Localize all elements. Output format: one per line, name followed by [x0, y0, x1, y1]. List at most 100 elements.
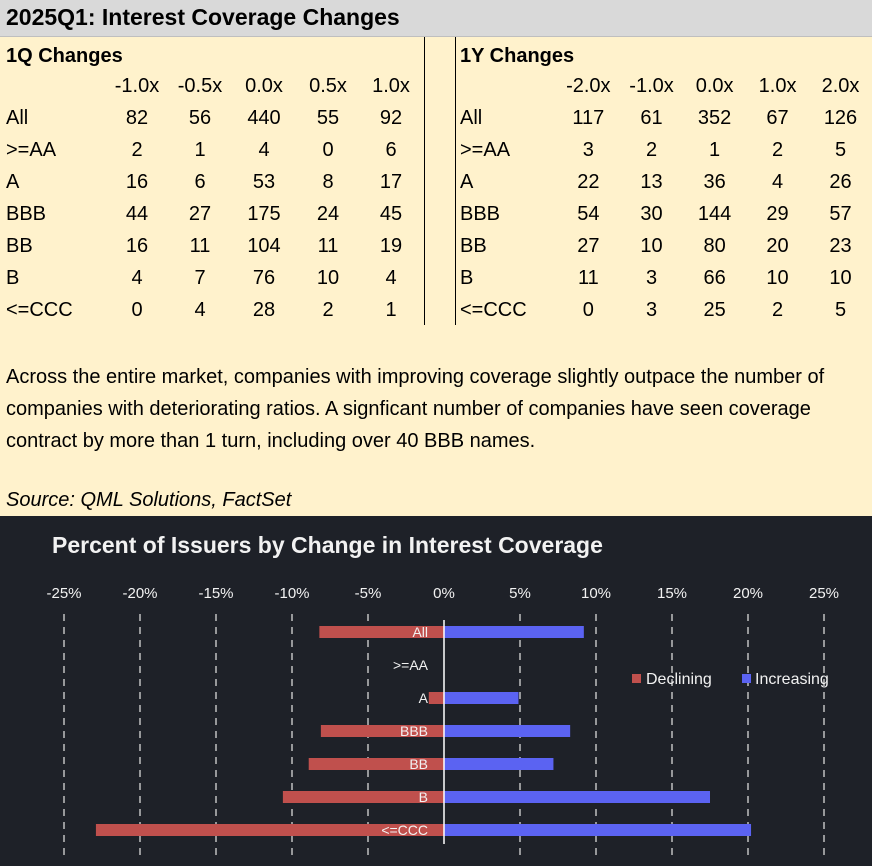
bar-increasing	[444, 626, 584, 638]
category-label: All	[412, 624, 428, 640]
chart-title: Percent of Issuers by Change in Interest…	[52, 532, 603, 558]
table-cell: 3	[645, 298, 658, 321]
table-cell: 80	[703, 234, 726, 257]
x-tick-label: 5%	[509, 585, 531, 602]
title-bar: 2025Q1: Interest Coverage Changes	[0, 0, 872, 37]
table-cell: 10	[829, 266, 852, 289]
category-label: A	[419, 690, 429, 706]
column-header: -1.0x	[629, 75, 674, 97]
table-cell: 56	[188, 106, 212, 129]
table-cell: 16	[125, 170, 149, 193]
header-corner	[460, 71, 557, 102]
table-divider-left	[424, 37, 425, 325]
category-label: BBB	[400, 723, 428, 739]
table-cell: 3	[645, 266, 658, 289]
x-tick-label: -10%	[274, 585, 309, 602]
table-header-row: -2.0x -1.0x 0.0x 1.0x 2.0x	[460, 71, 872, 102]
bar-declining	[319, 626, 444, 638]
row-label: <=CCC	[460, 298, 527, 321]
table-cell: 0	[322, 138, 334, 161]
table-cell: 22	[577, 170, 600, 193]
x-tick-label: 15%	[657, 585, 687, 602]
table-row: >=AA 2 1 4 0 6	[6, 134, 422, 166]
x-tick-label: -25%	[46, 585, 81, 602]
table-cell: 440	[247, 106, 281, 129]
table-cell: 2	[131, 138, 143, 161]
table-cell: 57	[829, 202, 852, 225]
table-cell: 4	[131, 266, 143, 289]
source-note: Source: QML Solutions, FactSet	[6, 489, 292, 511]
table-cell: 61	[640, 106, 663, 129]
bar-increasing	[444, 758, 554, 770]
y1-heading: 1Y Changes	[460, 45, 575, 67]
chart-area: Percent of Issuers by Change in Interest…	[0, 516, 872, 866]
table-cell: 3	[582, 138, 594, 161]
category-label: BB	[409, 756, 428, 772]
table-cell: 5	[834, 298, 847, 321]
table-row: BB 27 10 80 20 23	[460, 230, 872, 262]
table-cell: 1	[194, 138, 206, 161]
table-cell: 8	[322, 170, 334, 193]
table-cell: 2	[771, 138, 784, 161]
x-tick-label: -5%	[355, 585, 382, 602]
x-axis-ticks: -25% -20% -15% -10% -5% 0% 5% 10% 15% 20% 25%	[46, 585, 839, 602]
column-header: 0.0x	[695, 75, 734, 97]
table-cell: 25	[703, 298, 726, 321]
row-label: BBB	[460, 202, 501, 225]
table-cell: 29	[766, 202, 789, 225]
table-cell: 26	[829, 170, 852, 193]
column-header: -1.0x	[114, 75, 160, 97]
table-cell: 11	[189, 234, 211, 257]
bar-declining	[428, 692, 444, 704]
table-cell: 10	[766, 266, 789, 289]
table-row: B 11 3 66 10 10	[460, 262, 872, 294]
table-cell: 7	[194, 266, 206, 289]
table-row: BB 16 11 104 11 19	[6, 230, 422, 262]
table-cell: 92	[379, 106, 403, 129]
table-row: B 4 7 76 10 4	[6, 262, 422, 294]
table-cell: 20	[766, 234, 789, 257]
table-cell: 0	[131, 298, 143, 321]
table-cell: 4	[258, 138, 270, 161]
table-cell: 104	[247, 234, 281, 257]
row-label: A	[460, 170, 474, 193]
row-label: BB	[6, 234, 33, 257]
y1-changes-table: -2.0x -1.0x 0.0x 1.0x 2.0x All 117 61 352 67 126 >=…	[460, 71, 872, 326]
column-header: 0.5x	[309, 75, 347, 97]
table-cell: 10	[640, 234, 663, 257]
row-label: >=AA	[6, 138, 57, 161]
category-label: >=AA	[393, 657, 429, 673]
x-tick-label: -15%	[198, 585, 233, 602]
table-cell: 30	[640, 202, 663, 225]
legend-swatch-declining	[632, 674, 641, 683]
row-label: B	[6, 266, 20, 289]
table-cell: 66	[703, 266, 726, 289]
column-header: 1.0x	[758, 75, 797, 97]
column-header: 2.0x	[821, 75, 860, 97]
legend-label-increasing: Increasing	[755, 671, 829, 688]
q1-heading: 1Q Changes	[6, 45, 123, 67]
table-row: All 117 61 352 67 126	[460, 102, 872, 134]
bar-declining	[308, 758, 444, 770]
table-cell: 2	[645, 138, 658, 161]
table-cell: 2	[322, 298, 334, 321]
row-label: >=AA	[460, 138, 511, 161]
legend-swatch-increasing	[742, 674, 751, 683]
table-cell: 53	[252, 170, 276, 193]
table-cell: 24	[316, 202, 340, 225]
table-cell: 82	[125, 106, 149, 129]
table-cell: 19	[379, 234, 403, 257]
legend: Declining Increasing	[632, 671, 829, 688]
table-row: <=CCC 0 3 25 2 5	[460, 294, 872, 326]
table-header-row: -1.0x -0.5x 0.0x 0.5x 1.0x	[6, 71, 422, 102]
table-cell: 55	[316, 106, 340, 129]
table-cell: 28	[252, 298, 276, 321]
table-cell: 126	[823, 106, 858, 129]
table-cell: 5	[834, 138, 847, 161]
commentary-text: Across the entire market, companies with…	[6, 366, 825, 452]
table-cell: 6	[194, 170, 206, 193]
row-label: B	[460, 266, 474, 289]
column-header: -0.5x	[177, 75, 223, 97]
